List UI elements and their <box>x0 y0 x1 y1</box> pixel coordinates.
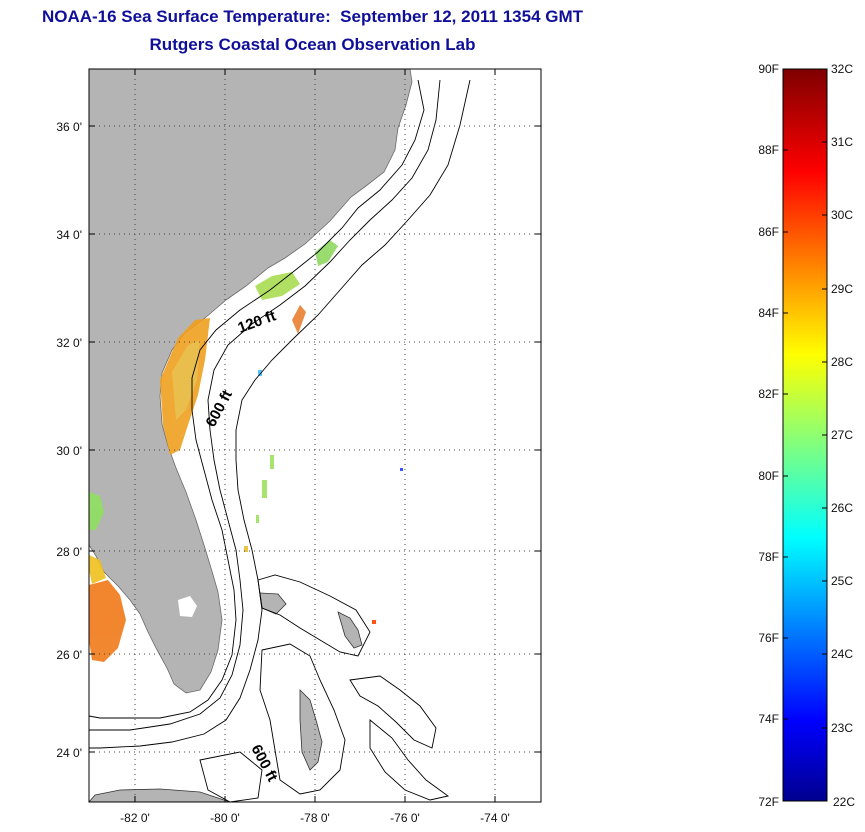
lat-tick-label: 30 0' <box>56 444 82 458</box>
colorbar-c-label: 24C <box>831 647 853 661</box>
colorbar-c-label: 32C <box>831 62 853 76</box>
lat-tick-label: 36 0' <box>56 120 82 134</box>
lat-tick-label: 24 0' <box>56 746 82 760</box>
colorbar-c-label: 25C <box>831 574 853 588</box>
map-grid <box>89 69 541 802</box>
map-area: 120 ft 600 ft 600 ft -82 0' -80 0' -78 0… <box>56 68 542 825</box>
map-subtitle: Rutgers Coastal Ocean Observation Lab <box>149 35 476 54</box>
colorbar-c-label: 31C <box>831 135 853 149</box>
colorbar-c-label: 23C <box>831 721 853 735</box>
lat-tick-label: 26 0' <box>56 648 82 662</box>
colorbar-f-label: 74F <box>758 712 779 726</box>
bahamas-island <box>299 689 323 771</box>
temperature-colorbar: 90F 88F 86F 84F 82F 80F 78F 76F 74F 72F … <box>758 62 855 809</box>
bahamas-island <box>337 611 363 649</box>
colorbar-f-label: 86F <box>758 225 779 239</box>
colorbar-c-label: 29C <box>831 282 853 296</box>
lat-tick-label: 34 0' <box>56 228 82 242</box>
colorbar-f-label: 88F <box>758 143 779 157</box>
colorbar-f-label: 80F <box>758 469 779 483</box>
colorbar-c-label: 26C <box>831 501 853 515</box>
colorbar-f-label: 90F <box>758 62 779 76</box>
axis-ticks <box>89 69 541 802</box>
lon-tick-label: -76 0' <box>390 811 420 825</box>
map-title: NOAA-16 Sea Surface Temperature: Septemb… <box>41 7 584 26</box>
colorbar-f-label: 78F <box>758 550 779 564</box>
lon-tick-label: -82 0' <box>120 811 150 825</box>
lat-tick-label: 28 0' <box>56 545 82 559</box>
lake-okeechobee <box>178 596 197 617</box>
land-mass <box>89 69 413 694</box>
colorbar-f-label: 72F <box>758 795 779 809</box>
bathymetry-contours <box>89 79 471 802</box>
colorbar-c-label: 28C <box>831 355 853 369</box>
colorbar-f-label: 84F <box>758 306 779 320</box>
colorbar-f-label: 82F <box>758 387 779 401</box>
lat-tick-label: 32 0' <box>56 336 82 350</box>
colorbar-c-label: 27C <box>831 428 853 442</box>
lon-tick-label: -80 0' <box>210 811 240 825</box>
colorbar-f-label: 76F <box>758 631 779 645</box>
colorbar-ticks <box>783 68 827 802</box>
colorbar-c-label: 30C <box>831 208 853 222</box>
lon-tick-label: -74 0' <box>480 811 510 825</box>
colorbar-c-label: 22C <box>833 795 855 809</box>
colorbar-gradient <box>782 68 828 802</box>
lon-tick-label: -78 0' <box>300 811 330 825</box>
sst-data-overlay <box>89 240 403 662</box>
cuba-coast <box>89 788 231 802</box>
